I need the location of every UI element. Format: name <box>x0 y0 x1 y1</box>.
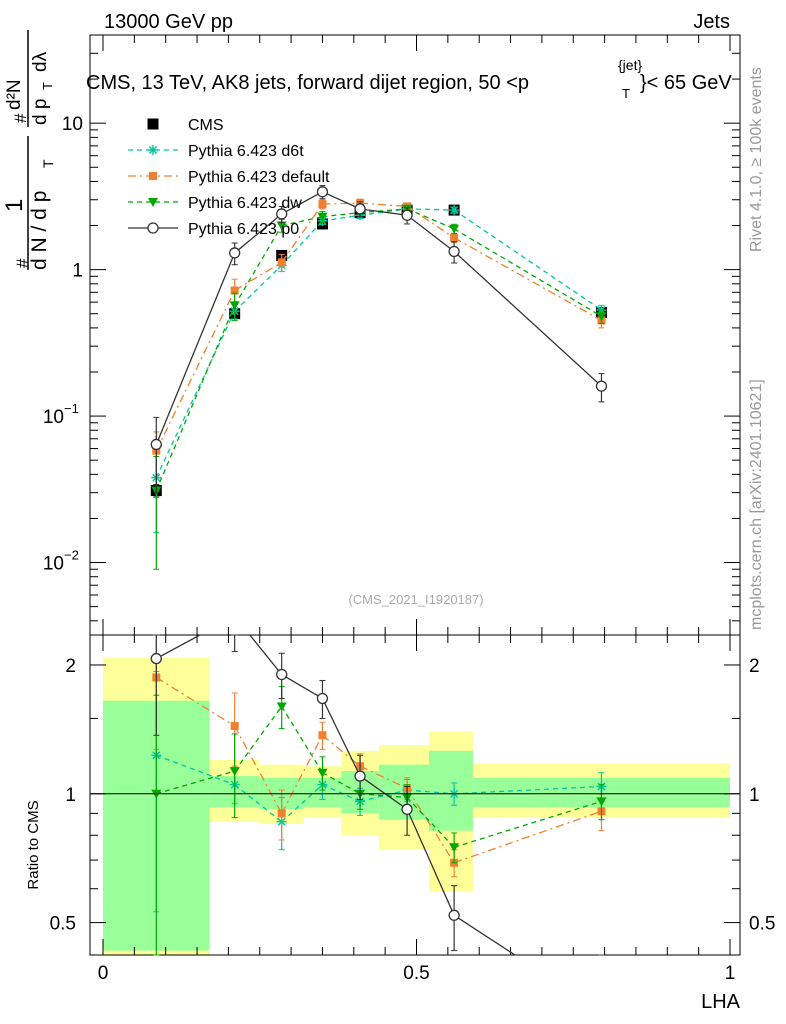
ratio-x-tick-label: 0.5 <box>403 963 429 984</box>
title-tail-text: }< 65 GeV <box>640 72 732 94</box>
main-y-tick-exponent: −2 <box>64 548 79 563</box>
ratio-pythia-6-423-default-line <box>155 676 602 864</box>
main-panel-series <box>150 185 608 570</box>
main-y-tick-exponent: −1 <box>64 401 79 416</box>
main-pythia-6-423-p0-point <box>276 208 288 220</box>
ratio-y-tick-label-right: 1 <box>749 785 760 806</box>
ratio-pythia-6-423-dw-point <box>317 768 328 778</box>
main-pythia-6-423-dw-line <box>155 208 602 491</box>
ylabel-dlambda: dλ <box>30 51 51 72</box>
ratio-y-tick-label-right: 0.5 <box>749 914 775 935</box>
ratio-y-tick-label: 2 <box>65 656 76 677</box>
main-pythia-6-423-default-point <box>450 233 459 242</box>
main-pythia-6-423-p0-point <box>401 209 413 221</box>
ratio-pythia-6-423-p0-point <box>276 668 288 681</box>
ratio-pythia-6-423-p0-point <box>401 803 413 815</box>
main-pythia-6-423-dw-point <box>317 212 328 222</box>
title-subscript: T <box>622 86 630 101</box>
main-pythia-6-423-default-point <box>318 200 327 209</box>
ratio-pythia-6-423-dw-point <box>276 702 287 712</box>
main-pythia-6-423-d6t-line <box>155 208 602 478</box>
main-y-tick-label: 10 <box>43 407 64 428</box>
main-pythia-6-423-p0-point <box>354 203 366 215</box>
legend-cms-label: CMS <box>188 117 224 134</box>
ylabel-t-subscript-1: T <box>40 159 56 168</box>
ylabel-t-subscript-2: T <box>40 82 55 90</box>
ratio-uncertainty-bands <box>103 657 730 955</box>
main-pythia-6-423-dw-point <box>596 312 607 322</box>
main-y-axis-label: # 1 d N / d p T # d²N d p T dλ <box>1 30 56 270</box>
main-pythia-6-423-default-line <box>155 202 602 452</box>
ylabel-hash-2: # <box>11 113 30 123</box>
ratio-pythia-6-423-dw-point <box>229 767 240 777</box>
ylabel-one: 1 <box>1 199 28 212</box>
main-pythia-6-423-default-point <box>277 258 286 267</box>
ylabel-dn-dpt: d N / d p <box>28 191 51 270</box>
main-y-tick-label: 1 <box>72 261 83 282</box>
main-pythia-6-423-p0-point <box>150 438 162 451</box>
ratio-pythia-6-423-p0-line <box>155 634 516 956</box>
ratio-pythia-6-423-p0-point <box>354 770 366 782</box>
legend-pythia-6-423-d6t-label: Pythia 6.423 d6t <box>188 143 304 160</box>
ratio-panel-series <box>150 634 607 956</box>
main-pythia-6-423-dw-point <box>276 221 287 231</box>
legend-pythia-6-423-default-marker <box>149 172 157 180</box>
header-energy-label: 13000 GeV pp <box>104 11 233 33</box>
ratio-y-tick-label-right: 2 <box>749 656 760 677</box>
legend-cms-marker <box>147 118 159 130</box>
x-axis-label: LHA <box>701 991 741 1013</box>
main-y-tick-label: 10 <box>43 554 64 575</box>
ylabel-dpt: d p <box>30 99 51 125</box>
main-pythia-6-423-p0-point <box>448 245 460 258</box>
ratio-y-tick-label: 0.5 <box>50 914 76 935</box>
axis-ticks <box>90 34 740 955</box>
ratio-pythia-6-423-d6t-line <box>156 754 602 823</box>
ratio-pythia-6-423-dw-point <box>596 797 607 807</box>
ratio-pythia-6-423-p0-point <box>448 909 460 921</box>
ratio-y-axis-label: Ratio to CMS <box>25 800 42 889</box>
plot-title: CMS, 13 TeV, AK8 jets, forward dijet reg… <box>86 57 732 101</box>
main-pythia-6-423-p0-line <box>155 191 602 445</box>
legend-pythia-6-423-p0-label: Pythia 6.423 p0 <box>188 221 299 238</box>
ratio-y-tick-label: 1 <box>65 785 76 806</box>
ratio-pythia-6-423-default-point <box>277 809 286 818</box>
header-jets-label: Jets <box>693 11 730 33</box>
ratio-panel-frame <box>89 634 741 956</box>
ratio-x-tick-label: 1 <box>725 963 736 984</box>
ratio-x-tick-label: 0 <box>98 963 109 984</box>
main-pythia-6-423-d6t-point <box>449 205 460 216</box>
legend-pythia-6-423-default-label: Pythia 6.423 default <box>188 169 330 186</box>
main-pythia-6-423-dw-point <box>229 301 240 311</box>
ylabel-hash-1: # <box>13 258 32 268</box>
title-superscript: {jet} <box>618 57 642 73</box>
ratio-pythia-6-423-default-point <box>318 731 327 740</box>
ylabel-d2n: d²N <box>4 79 25 110</box>
legend-pythia-6-423-dw-marker <box>148 198 158 207</box>
main-pythia-6-423-default-point <box>230 286 239 295</box>
ratio-pythia-6-423-dw-point <box>449 843 460 853</box>
legend-pythia-6-423-d6t-marker <box>148 145 158 155</box>
rivet-version-label: Rivet 4.1.0, ≥ 100k events <box>748 67 765 252</box>
ratio-pythia-6-423-p0-point <box>316 692 329 705</box>
ratio-pythia-6-423-dw-line <box>156 706 602 848</box>
main-pythia-6-423-p0-point <box>229 247 241 259</box>
mcplots-reference-label: mcplots.cern.ch [arXiv:2401.10621] <box>748 379 765 630</box>
ratio-pythia-6-423-default-point <box>230 722 239 731</box>
legend-pythia-6-423-dw-label: Pythia 6.423 dw <box>188 195 302 212</box>
main-pythia-6-423-dw-point <box>449 224 460 234</box>
ratio-pythia-6-423-p0-point <box>150 652 162 665</box>
legend: CMS Pythia 6.423 d6t Pythia 6.423 default P… <box>128 117 330 238</box>
analysis-id-label: (CMS_2021_I1920187) <box>348 592 483 607</box>
title-main-text: CMS, 13 TeV, AK8 jets, forward dijet reg… <box>86 72 529 94</box>
main-y-tick-label: 10 <box>62 114 83 135</box>
legend-pythia-6-423-p0-marker <box>147 222 159 234</box>
main-pythia-6-423-p0-point <box>595 380 608 392</box>
main-pythia-6-423-p0-point <box>316 186 329 198</box>
